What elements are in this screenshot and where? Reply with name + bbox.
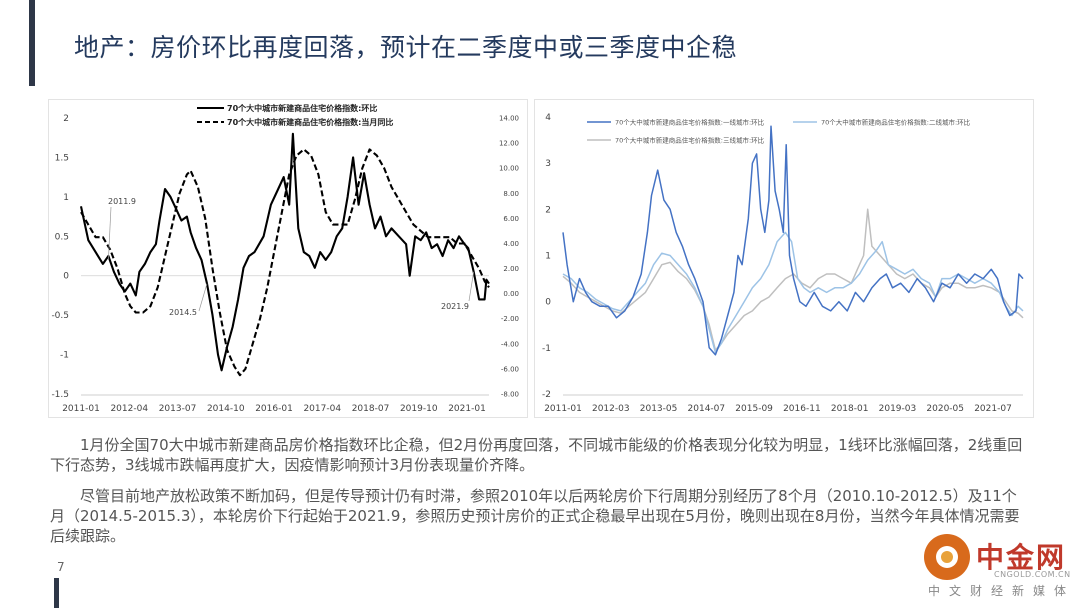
logo-url: CNGOLD.COM.CN: [994, 570, 1071, 579]
logo-subtitle: 中文财经新媒体: [928, 584, 1076, 598]
right-chart-y-tick-label: 0: [545, 298, 551, 308]
right-y-tick-label: -6.00: [501, 365, 519, 373]
x-tick-label: 2012-04: [110, 404, 148, 414]
left-y-tick-label: 0.5: [55, 232, 69, 242]
right-chart-y-tick-label: 2: [545, 205, 551, 215]
legend-label: 70个大中城市新建商品住宅价格指数:三线城市:环比: [615, 136, 765, 145]
legend-label: 70个大中城市新建商品住宅价格指数:二线城市:环比: [821, 118, 971, 127]
right-chart-x-tick-label: 2012-03: [592, 404, 630, 414]
series-line-tier-1: [562, 125, 1024, 356]
right-y-tick-label: 12.00: [499, 140, 519, 148]
left-y-tick-label: -1: [60, 351, 69, 361]
right-y-tick-label: 6.00: [503, 215, 519, 223]
right-y-tick-label: 14.00: [499, 115, 519, 123]
x-tick-label: 2019-10: [400, 404, 438, 414]
paragraph-2: 尽管目前地产放松政策不断加码，但是传导预计仍有时滞，参照2010年以后两轮房价下…: [50, 486, 1030, 546]
logo-name: 中金网: [976, 541, 1067, 574]
legend-label: 70个大中城市新建商品住宅价格指数:一线城市:环比: [615, 118, 765, 127]
right-chart-x-tick-label: 2020-05: [926, 404, 964, 414]
left-y-tick-label: 1.5: [55, 153, 69, 163]
right-y-tick-label: 10.00: [499, 165, 519, 173]
brand-logo: 中金网 CNGOLD.COM.CN 中文财经新媒体: [910, 532, 1080, 608]
chart-national-price-index: 2 1.5 1 0.5 0 -0.5 -1 -1.5 14.00 12.00 10.00 8.00 6.…: [48, 99, 528, 418]
left-y-tick-label: -0.5: [51, 311, 69, 321]
right-chart-x-tick-label: 2019-03: [879, 404, 917, 414]
right-legend: 70个大中城市新建商品住宅价格指数:一线城市:环比 70个大中城市新建商品住宅价格…: [587, 118, 971, 145]
right-chart-x-tick-label: 2018-01: [831, 404, 869, 414]
right-y-tick-label: 2.00: [503, 265, 519, 273]
series-line-yoy: [80, 148, 490, 377]
x-tick-label: 2013-07: [159, 404, 197, 414]
paragraph-2-text: 尽管目前地产放松政策不断加码，但是传导预计仍有时滞，参照2010年以后两轮房价下…: [50, 487, 1020, 545]
annotation-leader-2014: [198, 283, 208, 312]
annotation-2014-5: 2014.5: [169, 308, 197, 317]
right-y-tick-label: -4.00: [501, 340, 519, 348]
chart-left-svg: 2 1.5 1 0.5 0 -0.5 -1 -1.5 14.00 12.00 10.00 8.00 6.…: [51, 103, 519, 414]
x-tick-label: 2021-01: [448, 404, 486, 414]
x-tick-label: 2018-07: [352, 404, 390, 414]
paragraph-1: 1月份全国70大中城市新建商品房价格指数环比企稳，但2月份再度回落，不同城市能级…: [50, 435, 1030, 475]
series-line-tier-2: [562, 231, 1024, 354]
right-y-tick-label: 8.00: [503, 190, 519, 198]
right-y-tick-label: 0.00: [503, 290, 519, 298]
right-chart-x-tick-label: 2013-05: [640, 404, 678, 414]
right-chart-x-tick-label: 2021-07: [974, 404, 1012, 414]
right-chart-x-tick-label: 2015-09: [735, 404, 773, 414]
x-tick-label: 2011-01: [62, 404, 100, 414]
right-chart-x-tick-label: 2014-07: [688, 404, 726, 414]
x-tick-label: 2016-01: [255, 404, 293, 414]
left-y-tick-label: 2: [63, 114, 69, 124]
right-y-tick-label: 4.00: [503, 240, 519, 248]
bottom-accent-bar: [54, 578, 59, 608]
right-chart-y-tick-label: 4: [545, 113, 551, 123]
annotation-leader-2021: [468, 271, 475, 302]
left-y-tick-label: -1.5: [51, 390, 69, 400]
right-chart-x-tick-label: 2016-11: [783, 404, 821, 414]
x-tick-label: 2017-04: [303, 404, 341, 414]
chart-right-svg: 4 3 2 1 0 -1 -2 2011-01 2012-03 2013-05 2014-07 201…: [542, 113, 1024, 414]
x-tick-label: 2014-10: [207, 404, 245, 414]
chart-tier-city-price-index: 4 3 2 1 0 -1 -2 2011-01 2012-03 2013-05 2014-07 201…: [534, 99, 1034, 418]
left-legend: 70个大中城市新建商品住宅价格指数:环比 70个大中城市新建商品住宅价格指数:当月…: [197, 103, 393, 127]
right-chart-y-tick-label: -1: [542, 344, 551, 354]
annotation-2021-9: 2021.9: [441, 302, 469, 311]
title-accent-bar: [29, 0, 35, 86]
annotation-2011-9: 2011.9: [108, 197, 136, 206]
series-line-tier-3: [562, 208, 1024, 351]
left-y-tick-label: 0: [63, 272, 69, 282]
right-chart-y-tick-label: 1: [545, 252, 551, 262]
series-line-mom: [79, 132, 490, 372]
right-y-tick-label: -2.00: [501, 315, 519, 323]
left-y-tick-label: 1: [63, 193, 69, 203]
page-number: 7: [57, 560, 65, 574]
right-chart-x-tick-label: 2011-01: [544, 404, 582, 414]
page-title: 地产：房价环比再度回落，预计在二季度中或三季度中企稳: [74, 33, 738, 62]
right-chart-y-tick-label: -2: [542, 390, 551, 400]
legend-label: 70个大中城市新建商品住宅价格指数:当月同比: [227, 117, 393, 127]
paragraph-1-text: 1月份全国70大中城市新建商品房价格指数环比企稳，但2月份再度回落，不同城市能级…: [50, 436, 1023, 474]
right-y-tick-label: -8.00: [501, 391, 519, 399]
logo-emblem-core: [941, 551, 953, 563]
right-chart-y-tick-label: 3: [545, 159, 551, 169]
legend-label: 70个大中城市新建商品住宅价格指数:环比: [227, 103, 377, 113]
annotation-leader-2011: [108, 206, 112, 260]
